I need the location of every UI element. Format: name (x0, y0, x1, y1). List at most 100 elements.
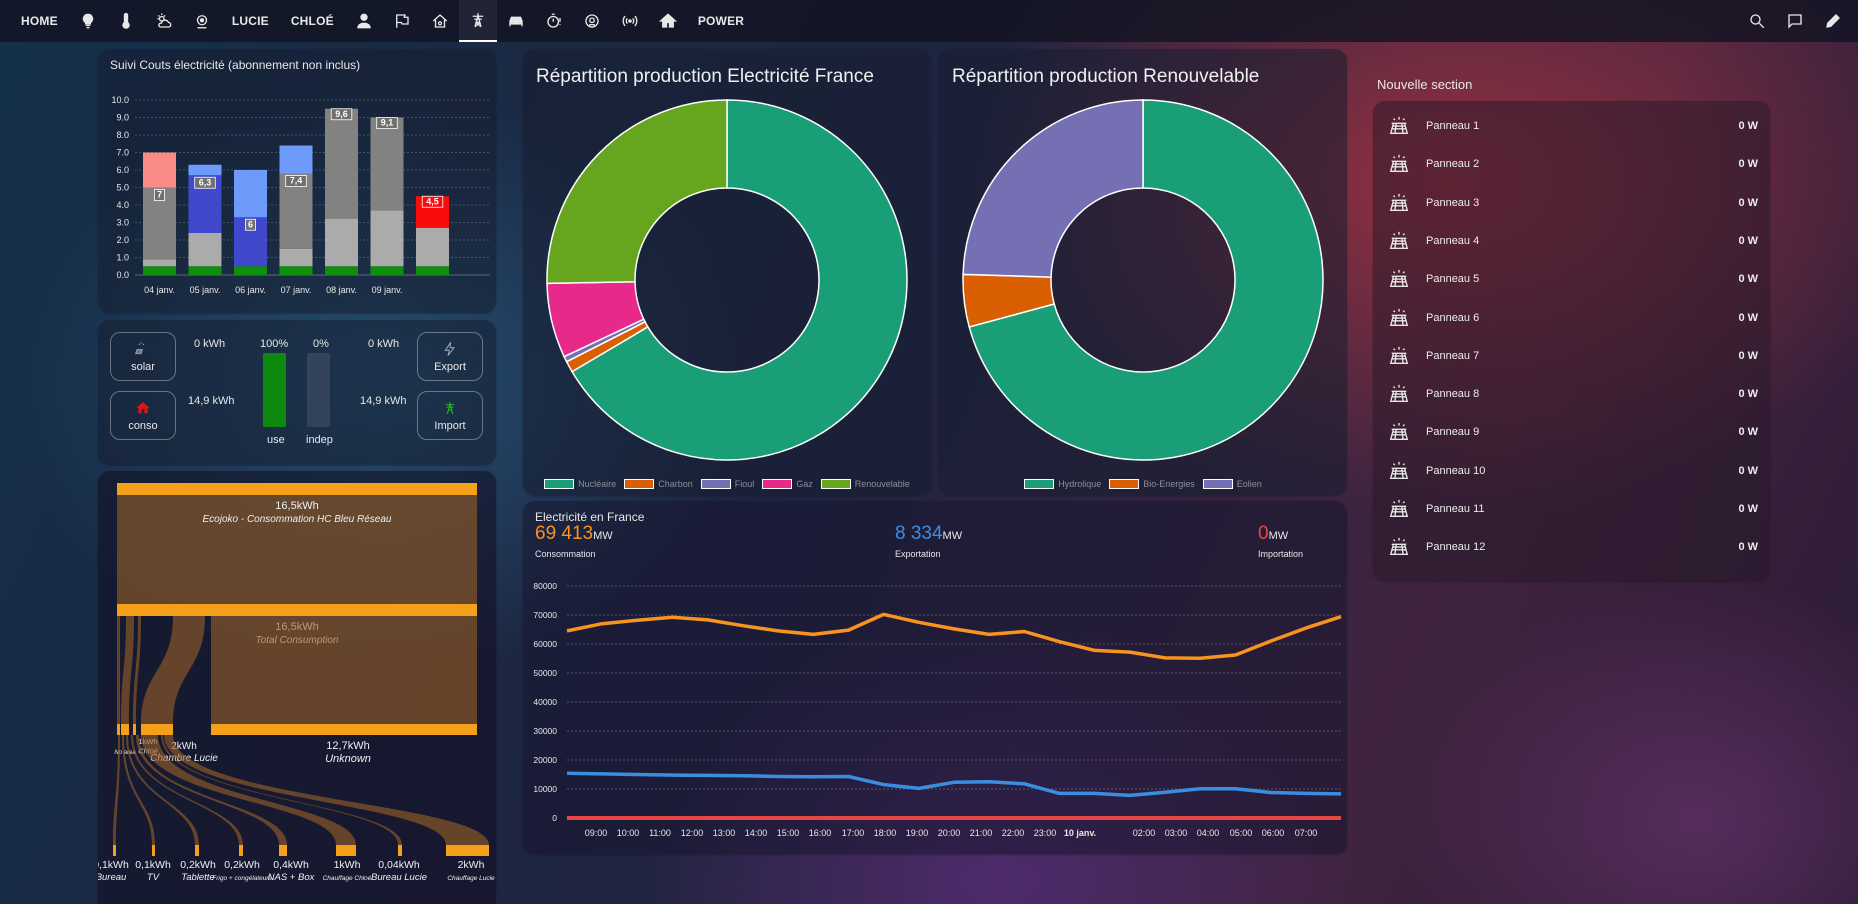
sankey-node-leaf[interactable] (398, 845, 402, 856)
panel-power: 0 W (1738, 388, 1758, 401)
legend-item[interactable]: Charbon (624, 479, 693, 489)
tab-chloe[interactable]: CHLOÉ (290, 14, 334, 28)
sankey-node-leaf[interactable] (279, 845, 287, 856)
bar-segment[interactable] (143, 266, 176, 275)
conso-button[interactable]: conso (110, 391, 176, 440)
tab-signal[interactable] (611, 0, 649, 42)
panel-row[interactable]: Panneau 10 0 W (1373, 455, 1770, 487)
legend-item[interactable]: Eolien (1202, 479, 1262, 489)
sankey-node-unknown[interactable] (211, 724, 477, 735)
bar-segment[interactable] (188, 164, 222, 176)
bar-segment[interactable] (234, 170, 267, 218)
panel-row[interactable]: Panneau 5 0 W (1373, 263, 1770, 295)
panel-row[interactable]: Panneau 6 0 W (1373, 302, 1770, 334)
donut-slice[interactable] (968, 99, 1324, 461)
panel-row[interactable]: Panneau 7 0 W (1373, 340, 1770, 372)
donut-slice[interactable] (546, 99, 728, 285)
sankey-node-source[interactable] (117, 483, 477, 495)
legend-item[interactable]: Nucléaire (544, 479, 616, 489)
tab-home[interactable]: HOME (21, 14, 58, 28)
bar-segment[interactable] (279, 248, 313, 267)
legend-label: Renouvelable (854, 479, 910, 489)
sankey-section-value: 12,7kWh (326, 740, 369, 752)
legend-item[interactable]: Hydrolique (1024, 479, 1101, 489)
bar-segment[interactable] (143, 259, 176, 267)
sankey-node-leaf[interactable] (239, 845, 243, 856)
sankey-node-leaf[interactable] (446, 845, 489, 856)
donut-slice[interactable] (962, 99, 1144, 278)
elec-line-chart: 0 10000 20000 30000 40000 50000 60000 70000 8000… (533, 581, 1342, 838)
tab-robot[interactable] (573, 0, 611, 42)
legend-item[interactable]: Bio-Energies (1109, 479, 1195, 489)
panel-row[interactable]: Panneau 12 0 W (1373, 531, 1770, 563)
import-button[interactable]: Import (417, 391, 483, 440)
donut-slice[interactable] (571, 99, 908, 461)
tab-thermo[interactable] (107, 0, 145, 42)
sankey-node-chloe[interactable] (133, 724, 136, 735)
x-tick-label: 03:00 (1165, 828, 1188, 838)
panel-row[interactable]: Panneau 3 0 W (1373, 187, 1770, 219)
bar-segment[interactable] (279, 266, 313, 275)
tab-car[interactable] (497, 0, 535, 42)
search-button[interactable] (1738, 0, 1776, 42)
tab-flag[interactable] (383, 0, 421, 42)
sankey-node-lucie[interactable] (141, 724, 173, 735)
bar-segment[interactable] (325, 266, 358, 275)
tab-lucie[interactable]: LUCIE (231, 14, 269, 28)
panel-row[interactable]: Panneau 2 0 W (1373, 148, 1770, 180)
panel-name: Panneau 2 (1426, 158, 1480, 171)
sankey-node-bureau[interactable] (117, 724, 120, 735)
bar-segment[interactable] (370, 210, 404, 267)
legend-item[interactable]: Fioul (700, 479, 754, 489)
tab-timer[interactable] (535, 0, 573, 42)
bar-segment[interactable] (370, 266, 404, 275)
home-icon (136, 401, 150, 413)
bar-segment[interactable] (325, 108, 358, 219)
bar-segment[interactable] (234, 266, 267, 275)
sankey-node-leaf[interactable] (152, 845, 155, 856)
tab-pylon[interactable] (458, 0, 497, 42)
panel-row[interactable]: Panneau 9 0 W (1373, 416, 1770, 448)
x-tick-label: 06:00 (1262, 828, 1285, 838)
panel-row[interactable]: Panneau 8 0 W (1373, 378, 1770, 410)
solar-button[interactable]: solar (110, 332, 176, 381)
sankey-node-leaf[interactable] (113, 845, 116, 856)
data-label-box (330, 108, 353, 121)
bar-segment[interactable] (143, 152, 176, 188)
panel-row[interactable]: Panneau 11 0 W (1373, 493, 1770, 525)
sankey-node-noarea[interactable] (121, 724, 129, 735)
tab-person[interactable] (345, 0, 383, 42)
sankey-leaf-label: Bureau Lucie (371, 872, 427, 883)
tab-house[interactable] (649, 0, 687, 42)
panel-row[interactable]: Panneau 4 0 W (1373, 225, 1770, 257)
export-button[interactable]: Export (417, 332, 483, 381)
tab-housegear[interactable] (421, 0, 459, 42)
solar-panel-icon (1389, 461, 1409, 479)
bar-segment[interactable] (188, 233, 222, 267)
solar-panel-icon (1389, 270, 1409, 288)
line-series[interactable] (566, 771, 1342, 798)
line-series[interactable] (566, 612, 1342, 660)
bar-segment[interactable] (416, 266, 449, 275)
tab-power[interactable]: POWER (697, 14, 745, 28)
stat-number: 0 (1258, 523, 1269, 544)
use-gauge-fill (263, 353, 286, 427)
sankey-node-total[interactable] (117, 604, 477, 616)
tab-bulb[interactable] (69, 0, 107, 42)
bar-segment[interactable] (279, 145, 313, 174)
edit-button[interactable] (1814, 0, 1852, 42)
tab-alarm[interactable] (183, 0, 221, 42)
sankey-node-leaf[interactable] (195, 845, 199, 856)
bar-segment[interactable] (325, 219, 358, 267)
legend-item[interactable]: Gaz (762, 479, 813, 489)
tab-weather[interactable] (145, 0, 183, 42)
legend-item[interactable]: Renouvelable (820, 479, 910, 489)
bar-segment[interactable] (370, 117, 404, 211)
x-tick-label: 18:00 (874, 828, 897, 838)
sankey-node-leaf[interactable] (336, 845, 356, 856)
lightbulb-icon (82, 13, 93, 29)
bar-segment[interactable] (416, 227, 449, 267)
panel-row[interactable]: Panneau 1 0 W (1373, 110, 1770, 142)
assist-button[interactable] (1776, 0, 1814, 42)
bar-segment[interactable] (188, 266, 222, 275)
